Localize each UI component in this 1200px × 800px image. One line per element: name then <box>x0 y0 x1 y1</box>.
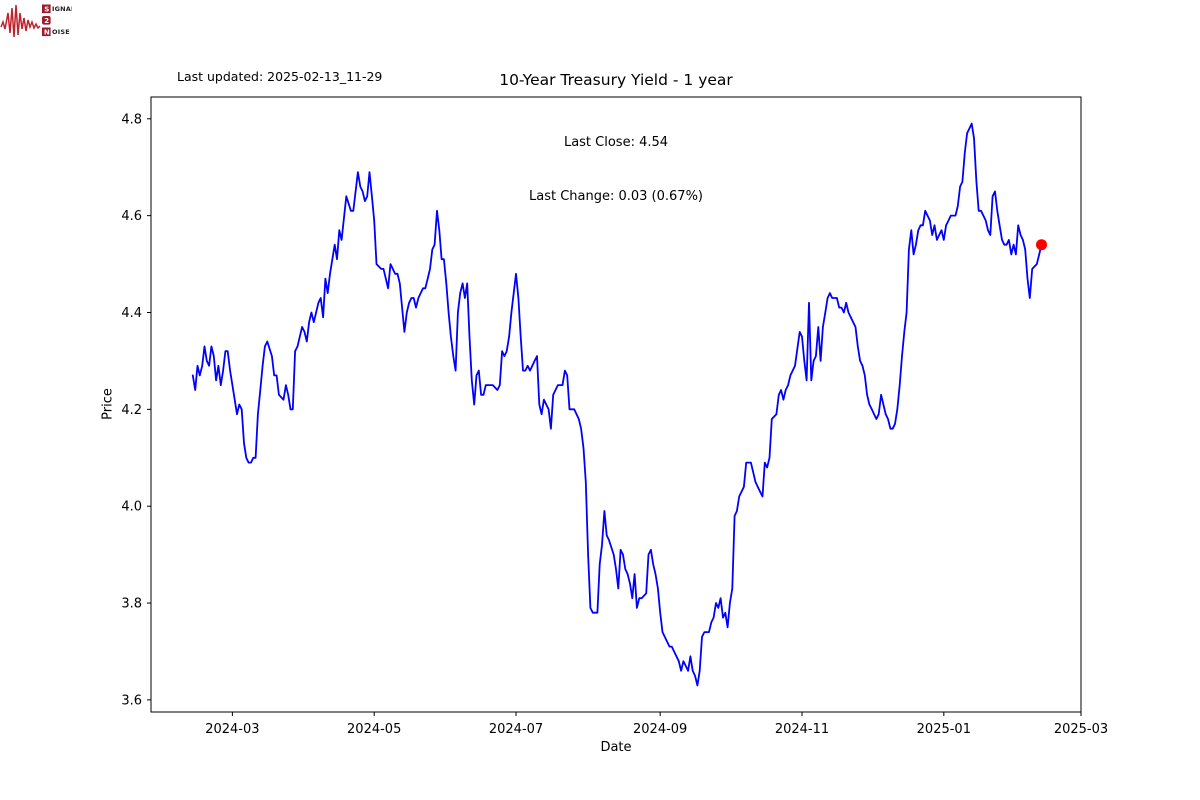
logo-box-2 <box>42 16 51 25</box>
logo-letter-2: 2 <box>44 17 49 25</box>
last-change-text: Last Change: 0.03 (0.67%) <box>528 189 703 204</box>
y-tick-label: 4.2 <box>121 403 142 418</box>
x-tick-label: 2024-03 <box>205 722 259 737</box>
waveform-icon <box>0 4 41 38</box>
signal2noise-logo: S IGNAL 2 N OISE <box>0 4 72 38</box>
y-tick-label: 4.4 <box>121 306 142 321</box>
price-line <box>191 122 1043 687</box>
chart-title: 10-Year Treasury Yield - 1 year <box>499 71 733 89</box>
x-tick-label: 2024-05 <box>347 722 401 737</box>
plot-area <box>150 96 1082 713</box>
y-tick-label: 4.6 <box>121 209 142 224</box>
x-tick-label: 2025-01 <box>917 722 971 737</box>
logo-text-ignal: IGNAL <box>52 5 72 13</box>
last-updated-text: Last updated: 2025-02-13_11-29 <box>177 69 383 84</box>
y-tick-label: 4.8 <box>121 112 142 127</box>
logo-word-noise: N OISE <box>42 27 70 37</box>
logo-letter-s: S <box>44 5 49 13</box>
y-tick-label: 3.8 <box>121 597 142 612</box>
x-tick-label: 2024-07 <box>489 722 543 737</box>
x-axis-title: Date <box>600 740 632 755</box>
logo-word-2: 2 <box>42 16 51 25</box>
y-axis-title: Price <box>100 388 116 420</box>
x-tick-label: 2025-03 <box>1054 722 1108 737</box>
logo-text-oise: OISE <box>52 28 70 36</box>
logo-box-n <box>42 27 51 37</box>
logo-letter-n: N <box>44 28 50 36</box>
logo-word-signal: S IGNAL <box>42 4 72 14</box>
last-close-text: Last Close: 4.54 <box>563 135 669 150</box>
x-tick-label: 2024-09 <box>633 722 687 737</box>
logo-box-s <box>42 4 51 14</box>
y-tick-label: 4.0 <box>121 500 142 515</box>
y-tick-label: 3.6 <box>121 693 142 708</box>
x-tick-label: 2024-11 <box>775 722 829 737</box>
chart-annotation: Last Close: 4.54 Last Change: 0.03 (0.67… <box>151 98 1081 242</box>
last-price-marker <box>1036 239 1047 251</box>
